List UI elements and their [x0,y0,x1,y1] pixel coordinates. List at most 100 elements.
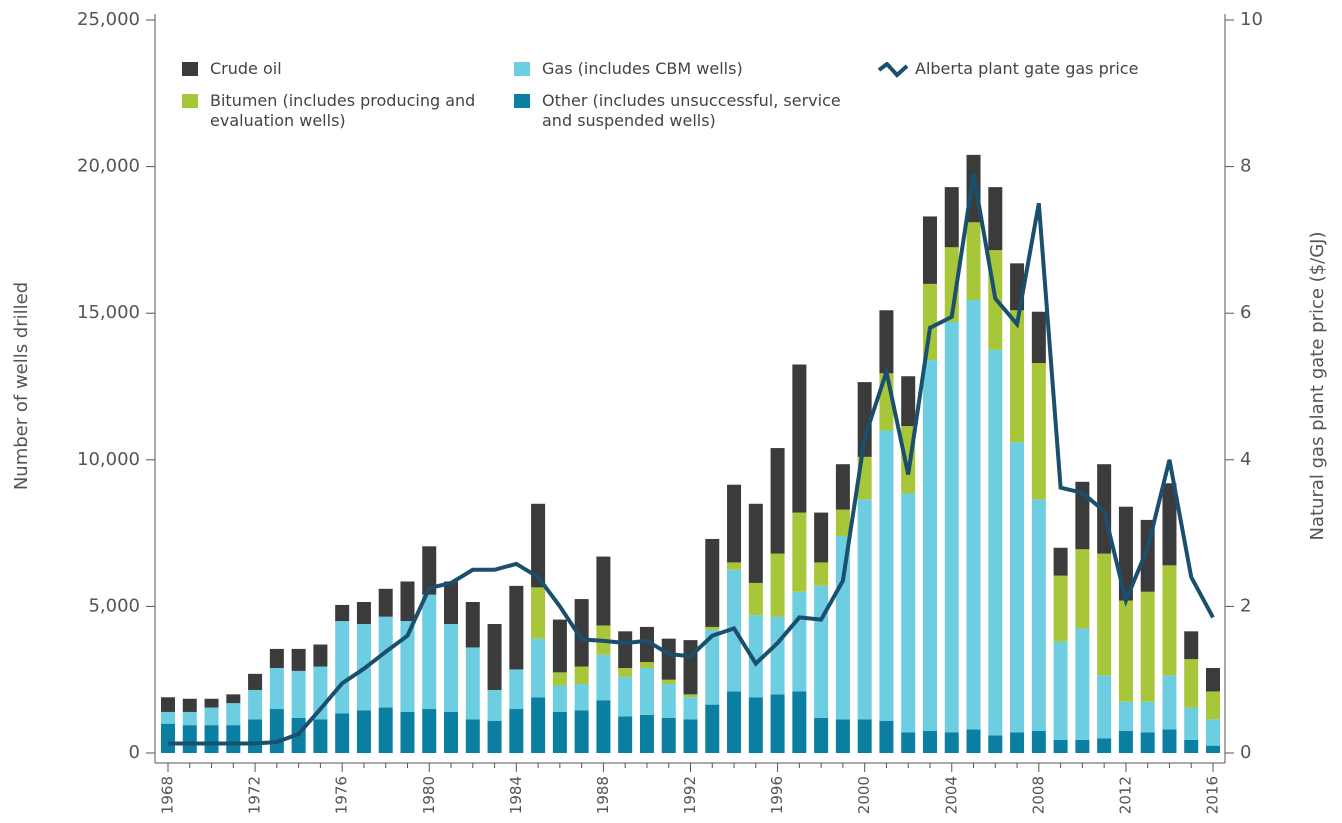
x-tick-label: 1984 [507,776,525,814]
bar-segment [705,704,720,753]
bar-segment [204,698,219,708]
bar-segment [161,723,175,753]
legend-item: Gas (includes CBM wells) [514,59,842,79]
bar-segment [248,719,263,753]
bar-segment [835,536,850,720]
bar-segment [1053,641,1068,740]
legend-item: Other (includes unsuccessful, service an… [514,91,872,131]
bar-segment [792,512,807,592]
bar-segment [531,638,546,698]
bar-segment [879,430,894,721]
y-tick-label: 0 [129,742,140,763]
y2-tick-label: 0 [1240,742,1251,763]
bar-segment [269,709,284,753]
bar-segment [400,711,415,753]
y2-tick-label: 4 [1240,449,1251,470]
bar-segment [226,725,241,753]
bar-segment [1184,631,1199,660]
y-tick-label: 25,000 [77,9,140,30]
bar-segment [1075,549,1090,629]
bar-segment [879,310,894,374]
y-axis-label: Number of wells drilled [11,282,32,490]
bar-segment [313,719,328,753]
legend-label: Crude oil [210,59,282,78]
bar-segment [835,719,850,753]
bar-segment [705,626,720,630]
bar-segment [356,710,371,753]
x-tick-label: 1996 [768,776,786,814]
bar-segment [618,667,633,677]
bar-segment [727,691,742,753]
bar-segment [1140,701,1155,733]
bar-segment [1097,553,1112,676]
legend-label: Alberta plant gate gas price [915,59,1139,78]
bar-segment [1206,719,1220,746]
bar-segment [465,602,480,648]
bar-segment [291,670,306,718]
y2-axis-label: Natural gas plant gate price ($/GJ) [1307,232,1328,541]
bar-segment [748,697,763,753]
bar-segment [552,711,567,753]
bar-segment [1162,729,1177,753]
bar-segment [444,711,459,753]
bar-segment [335,604,350,622]
bar-segment [792,691,807,753]
bar-segment [639,626,654,663]
bar-segment [400,581,415,622]
bar-segment [966,300,981,730]
x-tick-label: 2004 [942,776,960,814]
bar-segment [161,697,175,712]
bar-segment [531,697,546,753]
bar-segment [922,731,937,753]
bar-segment [1031,731,1046,753]
bar-segment [378,588,393,617]
legend-label: Gas (includes CBM wells) [542,59,743,78]
y2-tick-label: 10 [1240,9,1263,30]
bar-segment [204,725,219,753]
bar-segment [944,321,959,733]
bar-segment [378,707,393,753]
bar-segment [1075,628,1090,740]
bar-segment [683,640,698,695]
bar-segment [509,709,524,753]
bar-segment [1140,591,1155,702]
bar-segment [748,582,763,616]
bar-segment [531,503,546,588]
bar-segment [509,669,524,710]
bar-segment [901,732,916,753]
bar-segment [988,735,1003,753]
bar-segment [596,654,611,701]
bar-segment [248,673,263,690]
bar-segment [814,562,829,586]
bar-segment [1162,483,1177,566]
bar-segment [335,713,350,753]
bar-segment [444,623,459,712]
bar-segment [596,700,611,753]
bar-segment [1206,667,1220,692]
bar-segment [1031,499,1046,732]
bar-segment [1031,363,1046,500]
x-tick-label: 1988 [594,776,612,814]
bar-segment [727,562,742,570]
bar-segment [552,685,567,712]
bar-segment [182,725,197,753]
bar-segment [1053,575,1068,642]
bar-segment [966,729,981,753]
bar-segment [944,187,959,248]
y2-tick-label: 8 [1240,156,1251,177]
bar-segment [465,647,480,720]
bar-segment [814,585,829,718]
bar-segment [400,621,415,712]
bar-segment [422,709,437,753]
bar-segment [879,720,894,753]
bar-segment [1184,659,1199,708]
bar-segment [792,591,807,692]
x-tick-label: 2016 [1204,776,1222,814]
bar-segment [1075,481,1090,550]
x-tick-label: 1980 [420,776,438,814]
bar-segment [552,672,567,686]
legend-swatch [514,62,530,76]
bar-segment [335,621,350,714]
bar-segment [574,666,589,685]
bar-segment [574,710,589,753]
